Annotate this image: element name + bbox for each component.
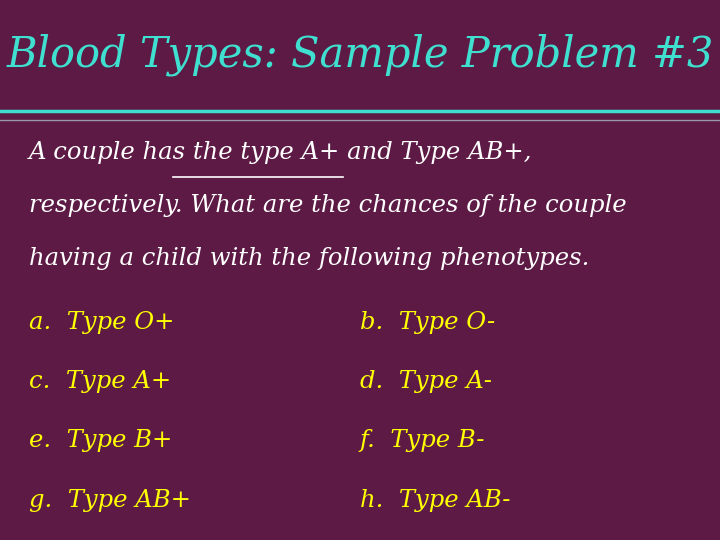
Text: having a child with the following phenotypes.: having a child with the following phenot… — [29, 247, 589, 270]
Text: h.  Type AB-: h. Type AB- — [360, 489, 510, 512]
Text: c.  Type A+: c. Type A+ — [29, 370, 171, 393]
Text: A couple has the type A+ and Type AB+,: A couple has the type A+ and Type AB+, — [29, 141, 532, 164]
Text: b.  Type O-: b. Type O- — [360, 310, 495, 334]
Text: respectively. What are the chances of the couple: respectively. What are the chances of th… — [29, 194, 626, 217]
Text: g.  Type AB+: g. Type AB+ — [29, 489, 191, 512]
Text: f.  Type B-: f. Type B- — [360, 429, 485, 453]
Text: Blood Types: Sample Problem #3: Blood Types: Sample Problem #3 — [6, 33, 714, 76]
Text: a.  Type O+: a. Type O+ — [29, 310, 174, 334]
Text: d.  Type A-: d. Type A- — [360, 370, 492, 393]
Text: e.  Type B+: e. Type B+ — [29, 429, 172, 453]
